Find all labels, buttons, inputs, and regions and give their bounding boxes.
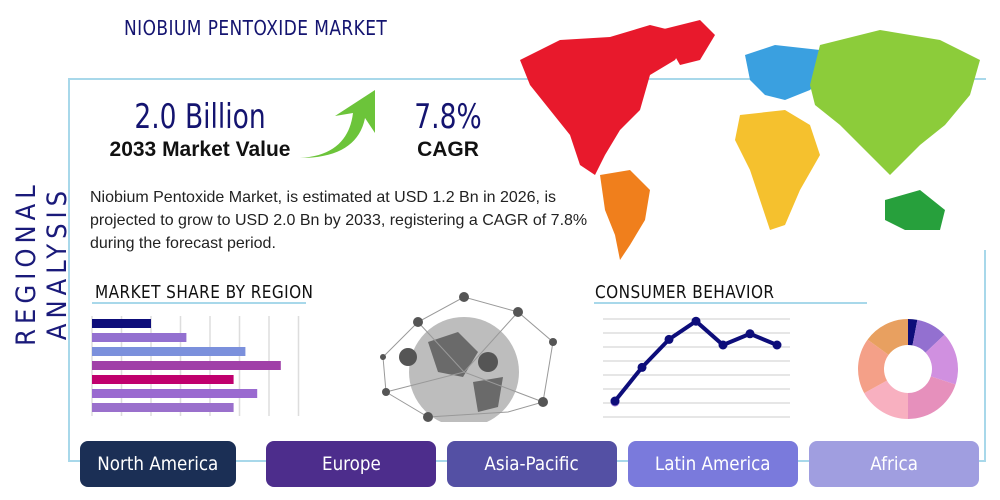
region-button-north-america[interactable]: North America — [80, 441, 236, 487]
side-title: REGIONAL ANALYSIS — [11, 180, 73, 346]
data-point — [691, 316, 701, 326]
consumer-behavior-donut-chart — [858, 319, 958, 419]
region-button-europe[interactable]: Europe — [266, 441, 436, 487]
map-africa — [735, 110, 820, 230]
region-button-latin-america[interactable]: Latin America — [628, 441, 798, 487]
market-value-label: 2033 Market Value — [109, 138, 291, 161]
donut-slice — [925, 334, 958, 385]
region-button-asia-pacific[interactable]: Asia-Pacific — [447, 441, 617, 487]
region-label: Africa — [870, 453, 918, 475]
bar — [92, 361, 281, 370]
world-map-icon — [520, 20, 980, 260]
map-south-america — [600, 170, 650, 260]
section-underline — [594, 302, 867, 304]
donut-slice — [912, 319, 945, 353]
map-oceania — [885, 190, 945, 230]
region-label: North America — [97, 453, 219, 475]
data-point — [718, 340, 728, 350]
cagr-label: CAGR — [417, 138, 479, 161]
map-north-america — [520, 25, 690, 175]
donut-slice — [908, 376, 956, 419]
map-greenland — [660, 20, 715, 65]
growth-arrow-icon — [300, 90, 375, 158]
frame-border — [984, 250, 986, 462]
section-underline — [92, 302, 306, 304]
map-europe — [745, 45, 830, 100]
data-point — [664, 334, 674, 344]
region-label: Europe — [321, 453, 381, 475]
donut-slice — [858, 339, 889, 394]
consumer-behavior-line-chart — [603, 316, 790, 418]
market-share-bar-chart — [91, 316, 300, 416]
market-value: 2.0 Billion — [134, 97, 266, 137]
cagr-value: 7.8% — [414, 97, 482, 137]
bar — [92, 403, 234, 412]
globe-network-icon — [380, 292, 557, 422]
region-label: Asia-Pacific — [484, 453, 580, 475]
data-point — [610, 396, 620, 406]
region-label: Latin America — [655, 453, 771, 475]
consumer-behavior-title: CONSUMER BEHAVIOR — [595, 282, 775, 303]
donut-slice — [864, 380, 908, 419]
bar — [92, 347, 246, 356]
bar — [92, 319, 151, 328]
page-title: NIOBIUM PENTOXIDE MARKET — [124, 16, 388, 40]
bar — [92, 375, 234, 384]
bar — [92, 333, 187, 342]
region-button-africa[interactable]: Africa — [809, 441, 979, 487]
data-point — [637, 362, 647, 372]
bar — [92, 389, 258, 398]
map-asia — [810, 30, 980, 175]
donut-slice — [867, 319, 908, 355]
data-point — [745, 329, 755, 339]
description: Niobium Pentoxide Market, is estimated a… — [90, 189, 588, 252]
market-share-title: MARKET SHARE BY REGION — [95, 282, 314, 303]
donut-slice — [908, 319, 918, 346]
data-point — [772, 340, 782, 350]
